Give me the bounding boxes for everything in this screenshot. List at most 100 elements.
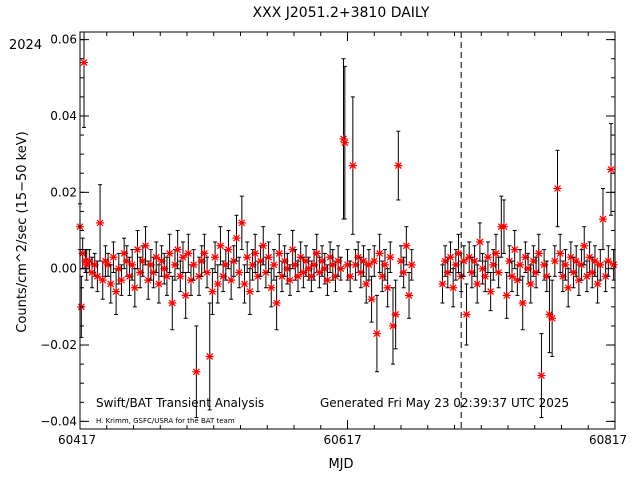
data-point (510, 230, 519, 270)
asterisk-marker (348, 161, 357, 170)
data-point (299, 256, 308, 289)
asterisk-marker (486, 287, 495, 296)
asterisk-marker (264, 253, 273, 262)
asterisk-marker (178, 253, 187, 262)
asterisk-marker (564, 283, 573, 292)
asterisk-marker (235, 268, 244, 277)
data-point (237, 195, 246, 251)
data-point (516, 249, 525, 281)
asterisk-marker (288, 245, 297, 254)
asterisk-marker (598, 215, 607, 224)
asterisk-marker (502, 291, 511, 300)
asterisk-marker (310, 260, 319, 269)
asterisk-marker (462, 310, 471, 319)
asterisk-marker (136, 268, 145, 277)
data-point (550, 245, 559, 277)
asterisk-marker (386, 253, 395, 262)
asterisk-marker (397, 257, 405, 266)
asterisk-marker (574, 276, 583, 285)
data-point (508, 260, 517, 293)
data-point (513, 264, 522, 296)
y-tick-label: 0.06 (50, 33, 77, 47)
asterisk-marker (449, 283, 458, 292)
asterisk-marker (81, 257, 90, 266)
data-point (566, 241, 575, 273)
asterisk-marker (558, 272, 567, 281)
asterisk-marker (388, 321, 397, 330)
asterisk-marker (513, 276, 522, 285)
data-point (285, 264, 294, 296)
data-point (291, 249, 300, 281)
data-point (165, 233, 174, 273)
asterisk-marker (438, 279, 447, 288)
asterisk-marker (146, 260, 155, 269)
data-point (340, 65, 349, 220)
data-point (154, 264, 163, 304)
asterisk-marker (280, 257, 289, 266)
asterisk-marker (566, 253, 575, 262)
asterisk-marker (291, 260, 300, 269)
data-point (502, 271, 511, 319)
data-point (348, 96, 357, 235)
data-point (375, 233, 384, 273)
data-point (283, 252, 292, 285)
data-point (601, 260, 610, 293)
data-point (125, 256, 134, 296)
x-tick-label: 60817 (589, 433, 627, 447)
data-point (572, 245, 581, 277)
asterisk-marker (195, 272, 204, 281)
data-point (405, 271, 414, 319)
data-point (221, 249, 230, 281)
data-point (307, 260, 316, 293)
asterisk-marker (283, 264, 292, 273)
asterisk-marker (534, 249, 543, 258)
asterisk-marker (336, 264, 345, 273)
data-point (394, 130, 403, 201)
data-point (294, 260, 303, 293)
data-point (323, 264, 332, 296)
asterisk-marker (88, 268, 97, 277)
data-point (470, 245, 479, 277)
asterisk-marker (505, 257, 514, 266)
data-point (320, 252, 329, 285)
asterisk-marker (606, 165, 615, 174)
y-tick-label: −0.02 (40, 338, 77, 352)
asterisk-marker (569, 268, 578, 277)
data-point (372, 294, 381, 373)
asterisk-marker (467, 268, 476, 277)
x-tick-label: 60417 (58, 433, 96, 447)
data-point (251, 233, 260, 273)
data-point (580, 226, 589, 266)
asterisk-marker (216, 241, 225, 250)
data-point (378, 260, 387, 293)
asterisk-marker (187, 276, 196, 285)
data-point (438, 264, 447, 304)
asterisk-marker (590, 257, 599, 266)
asterisk-marker (312, 249, 321, 258)
asterisk-marker (346, 272, 355, 281)
chart-title: XXX J2051.2+3810 DAILY (253, 5, 430, 21)
asterisk-marker (491, 249, 500, 258)
data-point (339, 58, 348, 220)
asterisk-marker (285, 276, 294, 285)
asterisk-marker (261, 268, 270, 277)
asterisk-marker (219, 272, 228, 281)
asterisk-marker (112, 287, 121, 296)
data-point (380, 249, 389, 281)
data-point (590, 245, 599, 277)
asterisk-marker (149, 268, 158, 277)
data-point (606, 123, 615, 216)
data-point (402, 226, 411, 266)
asterisk-marker (307, 272, 316, 281)
asterisk-marker (205, 352, 214, 361)
asterisk-marker (359, 257, 368, 266)
asterisk-marker (203, 268, 212, 277)
data-point (386, 241, 395, 273)
asterisk-marker (572, 257, 581, 266)
x-axis-label: MJD (328, 457, 353, 472)
data-point (192, 325, 201, 419)
asterisk-marker (98, 276, 107, 285)
data-point (582, 260, 591, 293)
asterisk-marker (553, 184, 562, 193)
asterisk-marker (125, 272, 134, 281)
